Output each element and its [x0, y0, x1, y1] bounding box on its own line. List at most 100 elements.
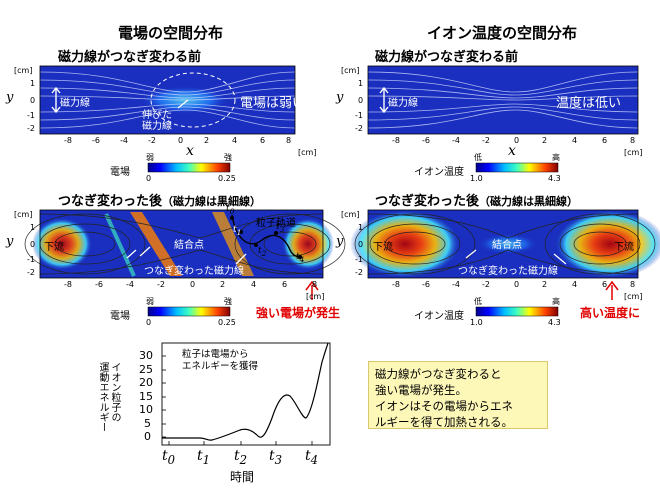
panel-efield-before — [39, 65, 296, 135]
panel-2-field-lines — [367, 71, 639, 129]
t-symbol: t — [276, 222, 280, 232]
p4-y-unit: [cm] — [341, 210, 360, 219]
t-symbol: t — [162, 448, 168, 464]
p3-x-tick: 4 — [251, 280, 257, 289]
p1-x-tick: 2 — [204, 136, 210, 145]
t-symbol: t — [226, 204, 230, 214]
p3-y-tick-1: 1 — [30, 223, 36, 232]
p3-downstream-left: 下流 — [44, 242, 64, 253]
p3-x-unit: [cm] — [306, 292, 325, 301]
arrow-icon — [465, 249, 477, 259]
p3-x-point-label: 結合点 — [174, 240, 204, 251]
orbit-label-t3: t3 — [276, 222, 284, 234]
particle-orbit-line — [231, 214, 303, 258]
note-line-1: 磁力線がつなぎ変わると — [375, 367, 502, 381]
t-symbol: t — [305, 448, 311, 464]
t-subscript: 3 — [274, 452, 283, 467]
p4-y-tick-m1: -1 — [355, 255, 363, 264]
strong-field-callout: 強い電場が発生 — [256, 306, 341, 320]
p1-y-tick-m2: -2 — [27, 124, 35, 133]
cb4-label: イオン温度 — [414, 311, 464, 322]
high-temp-callout: 高い温度に — [580, 306, 641, 320]
p4-x-tick: -6 — [422, 280, 430, 289]
p2-x-symbol: x — [508, 143, 516, 159]
panel-4-hot-right — [555, 210, 660, 278]
p4-x-tick: 0 — [514, 280, 520, 289]
t-symbol: t — [234, 448, 240, 464]
cb2-max: 4.3 — [548, 174, 561, 183]
panel-3-hot-left — [32, 218, 92, 270]
stretched-region-outline — [150, 72, 236, 128]
panel-4-title: つなぎ変わった後（磁力線は黒細線） — [375, 190, 578, 209]
t-symbol: t — [296, 252, 300, 262]
p1-stretched-line-2: 磁力線 — [142, 121, 172, 132]
energy-plot-x-ticks — [168, 441, 313, 445]
note-line-2: 強い電場が発生。 — [375, 383, 467, 397]
arrow-icon — [177, 99, 189, 109]
p1-x-tick: -6 — [92, 136, 100, 145]
p2-x-tick: -6 — [422, 136, 430, 145]
orbit-label-t2: t2 — [258, 246, 266, 258]
p4-y-tick-m2: -2 — [355, 268, 363, 277]
cb3-high: 強 — [224, 297, 232, 306]
energy-y-tick-5: 5 — [144, 417, 151, 430]
p1-x-tick: -2 — [148, 136, 156, 145]
energy-plot-y-ticks — [162, 355, 166, 438]
panel-temp-after — [350, 209, 660, 279]
p2-y-tick-m1: -1 — [355, 111, 363, 120]
panel-1-title: 磁力線がつなぎ変わる前 — [58, 50, 202, 65]
orbit-point-t0 — [230, 216, 234, 220]
cb3-max: 0.25 — [218, 318, 236, 327]
energy-x-tick-t4: t4 — [305, 448, 318, 467]
p4-x-tick: -4 — [452, 280, 460, 289]
t-symbol: t — [258, 246, 262, 256]
p4-reconnected-label: つなぎ変わった磁力線 — [458, 266, 558, 277]
right-main-title: イオン温度の空間分布 — [427, 24, 578, 42]
energy-x-tick-t1: t1 — [197, 448, 210, 467]
arrow-icon — [305, 280, 319, 300]
p1-y-tick-1: 1 — [30, 79, 36, 88]
p3-y-tick-m1: -1 — [27, 255, 35, 264]
energy-y-tick-0: 0 — [144, 430, 151, 443]
p1-y-tick-0: 0 — [30, 96, 36, 105]
panel-efield-after — [24, 209, 346, 279]
p2-x-tick: 0 — [514, 136, 520, 145]
energy-ylabel: イオン粒子の 運動エネルギー — [96, 362, 120, 432]
p3-y-tick-0: 0 — [30, 240, 36, 249]
energy-y-tick-30: 30 — [139, 349, 153, 362]
p4-x-tick: -8 — [392, 280, 400, 289]
note-line-3: イオンはその電場からエネ — [375, 399, 513, 413]
panel-2-title: 磁力線がつなぎ変わる前 — [375, 50, 519, 65]
t-subscript: 4 — [299, 254, 305, 264]
t-symbol: t — [197, 448, 203, 464]
p2-x-tick: 2 — [542, 136, 548, 145]
note-line-4: ルギーを得て加熱される。 — [375, 415, 513, 429]
energy-x-tick-t0: t0 — [162, 448, 175, 467]
p2-y-tick-m2: -2 — [355, 124, 363, 133]
temp-colorbar-top — [475, 162, 559, 173]
arrow-icon — [51, 86, 61, 114]
p2-x-tick: 6 — [602, 136, 608, 145]
energy-y-tick-10: 10 — [139, 403, 153, 416]
cb1-min: 0 — [146, 174, 152, 183]
energy-x-tick-t2: t2 — [234, 448, 247, 467]
p2-y-unit: [cm] — [341, 66, 360, 75]
cb2-label: イオン温度 — [414, 167, 464, 178]
cb2-low: 低 — [474, 153, 482, 162]
cb4-high: 高 — [552, 297, 560, 306]
cb1-low: 弱 — [146, 153, 154, 162]
p1-stretched-line-1: 伸びた — [142, 110, 172, 121]
p4-y-symbol: y — [336, 234, 344, 249]
orbit-point-t4 — [298, 255, 302, 259]
p1-x-unit: [cm] — [298, 148, 317, 157]
p1-x-tick: 4 — [232, 136, 238, 145]
cb2-high: 高 — [552, 153, 560, 162]
p3-reconnected-label: つなぎ変わった磁力線 — [144, 266, 244, 277]
cb2-min: 1.0 — [470, 174, 483, 183]
weak-field-label: 電場は弱い — [240, 96, 306, 111]
panel-4-frame — [367, 209, 639, 279]
t-subscript: 3 — [279, 224, 285, 234]
orbit-point-t3 — [274, 231, 278, 235]
p3-x-tick: 0 — [190, 280, 196, 289]
